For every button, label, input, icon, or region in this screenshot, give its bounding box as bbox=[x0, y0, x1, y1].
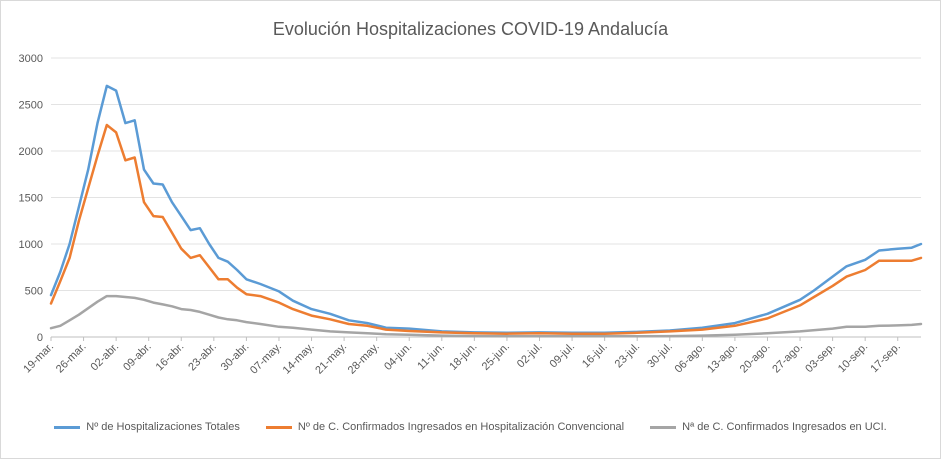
y-tick-label: 3000 bbox=[19, 53, 43, 65]
grid-lines bbox=[51, 57, 921, 338]
series-line-2 bbox=[49, 123, 923, 335]
series-lines bbox=[49, 84, 923, 338]
x-tick-label: 02-abr. bbox=[89, 341, 122, 374]
x-tick-label: 17-sep. bbox=[868, 341, 902, 375]
x-axis-ticks: 19-mar.26-mar. 02-abr. 09-abr. 16-abr. 23-ab… bbox=[21, 337, 903, 377]
x-tick-label: 09-abr. bbox=[121, 341, 154, 374]
legend-swatch bbox=[54, 425, 81, 429]
y-tick-label: 2000 bbox=[19, 146, 43, 158]
series-line-3 bbox=[49, 294, 923, 338]
x-tick-label: 18-jun. bbox=[447, 341, 479, 373]
y-tick-label: 2500 bbox=[19, 100, 43, 112]
x-tick-label: 21-may. bbox=[313, 341, 349, 377]
legend-item: Nº de Hospitalizaciones Totales bbox=[54, 421, 240, 433]
x-tick-label: 26-mar. bbox=[54, 341, 89, 376]
legend: Nº de Hospitalizaciones Totales Nº de C. … bbox=[1, 421, 940, 433]
y-tick-label: 1500 bbox=[19, 193, 43, 205]
x-tick-label: 04-jun. bbox=[382, 341, 414, 373]
x-tick-label: 19-mar. bbox=[21, 341, 56, 376]
y-tick-label: 500 bbox=[25, 286, 43, 298]
x-tick-label: 30-abr. bbox=[219, 341, 252, 374]
x-tick-label: 09-jul. bbox=[548, 341, 578, 371]
x-tick-label: 28-may. bbox=[346, 341, 382, 377]
series-line-1 bbox=[49, 84, 923, 335]
x-tick-label: 14-may. bbox=[281, 341, 317, 377]
x-tick-label: 03-sep. bbox=[803, 341, 837, 375]
x-tick-label: 02-jul. bbox=[515, 341, 545, 371]
legend-label: Nº de C. Confirmados Ingresados en Hospi… bbox=[297, 421, 625, 433]
legend-label: Nº de Hospitalizaciones Totales bbox=[86, 421, 240, 433]
x-tick-label: 27-ago. bbox=[770, 341, 805, 376]
legend-label: Nª de C. Confirmados Ingresados en UCI. bbox=[682, 421, 887, 433]
legend-item: Nº de C. Confirmados Ingresados en Hospi… bbox=[265, 421, 625, 433]
x-tick-label: 11-jun. bbox=[415, 341, 447, 373]
chart-title: Evolución Hospitalizaciones COVID-19 And… bbox=[272, 19, 669, 39]
y-tick-label: 1000 bbox=[19, 239, 43, 251]
x-tick-label: 10-sep. bbox=[836, 341, 870, 375]
x-tick-label: 13-ago. bbox=[705, 341, 740, 376]
y-axis-ticks: 0 500 1000 1500 2000 2500 3000 bbox=[19, 53, 43, 344]
x-tick-label: 20-ago. bbox=[738, 341, 773, 376]
legend-swatch bbox=[265, 425, 292, 429]
x-tick-label: 23-jul. bbox=[613, 341, 643, 371]
legend-swatch bbox=[650, 425, 677, 429]
x-tick-label: 16-jul. bbox=[580, 341, 610, 371]
x-tick-label: 07-may. bbox=[248, 341, 284, 377]
x-tick-label: 16-abr. bbox=[154, 341, 187, 374]
x-tick-label: 06-ago. bbox=[673, 341, 708, 376]
legend-item: Nª de C. Confirmados Ingresados en UCI. bbox=[650, 421, 887, 433]
y-tick-label: 0 bbox=[37, 332, 43, 344]
x-tick-label: 25-jun. bbox=[480, 341, 512, 373]
x-tick-label: 23-abr. bbox=[186, 341, 219, 374]
x-tick-label: 30-jul. bbox=[645, 341, 675, 371]
